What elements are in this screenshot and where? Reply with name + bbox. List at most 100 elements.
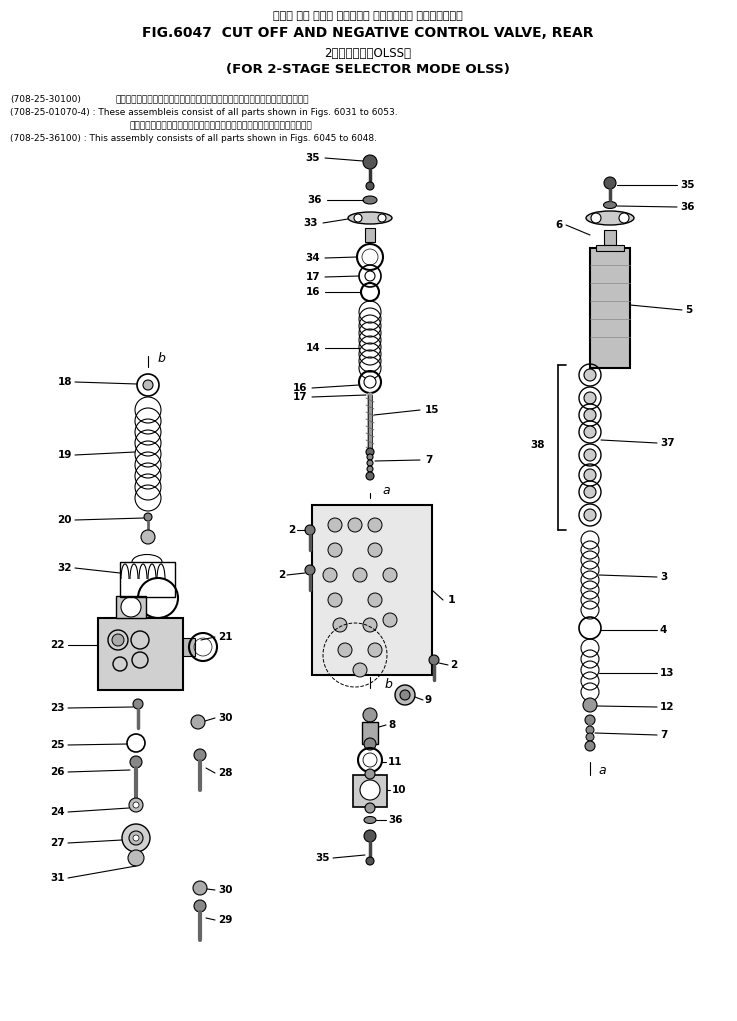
Text: 8: 8 [388,720,395,730]
Circle shape [129,831,143,845]
Text: 2: 2 [450,660,457,670]
Circle shape [363,155,377,169]
Circle shape [583,698,597,712]
Text: 19: 19 [57,450,72,460]
Circle shape [328,543,342,557]
Bar [596,245,624,251]
Circle shape [323,568,337,582]
Circle shape [366,857,374,865]
Text: 30: 30 [218,885,232,895]
Circle shape [141,530,155,544]
Circle shape [194,749,206,761]
Circle shape [191,715,205,729]
Text: 17: 17 [305,272,320,282]
Bar [365,228,375,242]
Circle shape [395,685,415,704]
Text: 2: 2 [287,525,295,535]
Circle shape [305,565,315,575]
Circle shape [353,568,367,582]
Ellipse shape [604,201,616,208]
Text: 35: 35 [306,153,320,163]
Text: 6: 6 [556,220,563,230]
Circle shape [367,466,373,472]
Text: 2段モード切換OLSS用: 2段モード切換OLSS用 [324,48,411,60]
Text: (708-25-36100) : This assembly consists of all parts shown in Figs. 6045 to 6048: (708-25-36100) : This assembly consists … [10,135,377,144]
Text: 30: 30 [218,713,232,723]
Text: 17: 17 [293,392,307,402]
Circle shape [584,409,596,421]
Circle shape [585,741,595,751]
Circle shape [112,634,124,646]
Text: 36: 36 [388,815,402,825]
Circle shape [122,824,150,852]
Bar [183,638,195,657]
Text: 10: 10 [392,785,407,795]
Text: 25: 25 [51,740,65,750]
Bar [116,596,146,618]
Circle shape [366,448,374,456]
Circle shape [586,726,594,734]
Text: 33: 33 [304,218,318,228]
Circle shape [360,780,380,800]
Circle shape [378,214,386,222]
Circle shape [353,663,367,677]
Text: 12: 12 [660,702,674,712]
Bar [604,230,616,245]
Circle shape [584,426,596,438]
Circle shape [400,690,410,700]
Text: 21: 21 [218,632,232,642]
Circle shape [368,518,382,532]
Circle shape [368,593,382,607]
Text: FIG.6047  CUT OFF AND NEGATIVE CONTROL VALVE, REAR: FIG.6047 CUT OFF AND NEGATIVE CONTROL VA… [142,26,594,40]
Circle shape [328,518,342,532]
Circle shape [194,900,206,912]
Text: 31: 31 [51,873,65,883]
Text: 23: 23 [51,703,65,713]
Circle shape [584,486,596,498]
Text: a: a [598,764,606,777]
Circle shape [366,472,374,480]
Text: 3: 3 [660,572,667,582]
Ellipse shape [364,817,376,824]
Text: 16: 16 [306,287,320,297]
Circle shape [367,460,373,466]
Ellipse shape [363,196,377,204]
Circle shape [144,513,152,521]
Text: 20: 20 [57,515,72,525]
Text: 35: 35 [680,180,694,190]
Circle shape [333,618,347,632]
Circle shape [143,380,153,390]
Circle shape [604,177,616,189]
Bar [98,618,183,690]
Circle shape [383,613,397,627]
Text: (FOR 2-STAGE SELECTOR MODE OLSS): (FOR 2-STAGE SELECTOR MODE OLSS) [226,63,510,77]
Bar [353,775,387,807]
Text: このアセンブリの構成部品は第６０４５図から第６０４８図まで含みます。: このアセンブリの構成部品は第６０４５図から第６０４８図まで含みます。 [130,121,312,131]
Text: a: a [382,484,390,496]
Bar [120,562,175,597]
Circle shape [365,271,375,281]
Text: 24: 24 [50,807,65,817]
Circle shape [584,509,596,521]
Text: 18: 18 [57,377,72,387]
Text: 32: 32 [57,563,72,573]
Text: 14: 14 [305,343,320,353]
Text: 34: 34 [305,253,320,263]
Text: 7: 7 [425,455,433,465]
Text: 26: 26 [51,767,65,777]
Circle shape [338,643,352,657]
Text: 27: 27 [50,838,65,848]
Text: 16: 16 [293,383,307,393]
Circle shape [363,618,377,632]
Circle shape [354,214,362,222]
Ellipse shape [348,212,392,224]
Text: 29: 29 [218,915,232,925]
Text: 11: 11 [388,757,402,767]
Circle shape [133,835,139,841]
Circle shape [368,643,382,657]
Text: 7: 7 [660,730,668,740]
Bar [362,722,378,744]
Circle shape [383,568,397,582]
Text: これらのアセンブリの構成部品は第６０１１図および第６０５３図を含みます。: これらのアセンブリの構成部品は第６０１１図および第６０５３図を含みます。 [115,96,309,104]
Circle shape [366,182,374,190]
